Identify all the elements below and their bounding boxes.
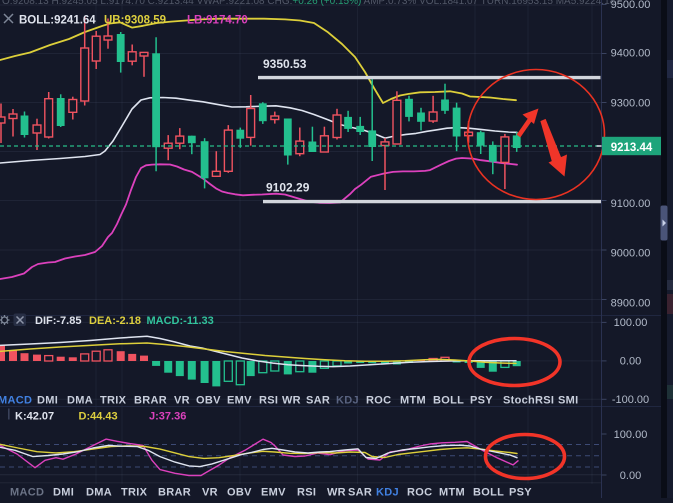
svg-text:9400.00: 9400.00 bbox=[611, 47, 651, 59]
svg-text:TRIX: TRIX bbox=[121, 487, 148, 499]
svg-text:J:37.36: J:37.36 bbox=[149, 411, 186, 423]
svg-text:100.00: 100.00 bbox=[614, 429, 648, 441]
svg-text:KDJ: KDJ bbox=[376, 487, 399, 499]
svg-text:VR: VR bbox=[174, 395, 190, 407]
svg-text:PSY: PSY bbox=[509, 487, 532, 499]
svg-text:ROC: ROC bbox=[366, 395, 391, 407]
svg-text:WR: WR bbox=[327, 487, 346, 499]
svg-text:MACD: MACD bbox=[10, 487, 44, 499]
svg-text:DMA: DMA bbox=[86, 487, 112, 499]
svg-text:9213.44: 9213.44 bbox=[611, 142, 653, 154]
svg-text:9102.29: 9102.29 bbox=[266, 181, 310, 195]
svg-text:DMI: DMI bbox=[53, 487, 74, 499]
svg-text:SAR: SAR bbox=[348, 487, 372, 499]
svg-text:OBV: OBV bbox=[227, 487, 252, 499]
svg-text:OBV: OBV bbox=[196, 395, 221, 407]
svg-text:MACD:-11.33: MACD:-11.33 bbox=[147, 315, 214, 327]
svg-text:PSY: PSY bbox=[470, 395, 493, 407]
svg-text:MACD: MACD bbox=[0, 395, 32, 407]
svg-text:0.00: 0.00 bbox=[620, 356, 641, 368]
svg-text:BRAR: BRAR bbox=[158, 487, 191, 499]
svg-text:StochRSI: StochRSI bbox=[503, 395, 554, 407]
svg-text:EMV: EMV bbox=[261, 487, 286, 499]
svg-text:MTM: MTM bbox=[439, 487, 465, 499]
svg-text:BRAR: BRAR bbox=[134, 395, 167, 407]
svg-text:D:44.43: D:44.43 bbox=[79, 411, 118, 423]
svg-text:BOLL: BOLL bbox=[473, 487, 504, 499]
svg-text:MTM: MTM bbox=[400, 395, 426, 407]
svg-text:RSI: RSI bbox=[297, 487, 316, 499]
svg-text:-100.00: -100.00 bbox=[612, 394, 649, 406]
svg-text:BOLL: BOLL bbox=[433, 395, 464, 407]
svg-text:100.00: 100.00 bbox=[614, 317, 648, 329]
svg-text:UB:9308.59: UB:9308.59 bbox=[104, 15, 166, 27]
svg-text:DEA:-2.18: DEA:-2.18 bbox=[89, 315, 141, 327]
svg-text:9500.00: 9500.00 bbox=[611, 0, 651, 11]
svg-text:K:42.07: K:42.07 bbox=[15, 411, 54, 423]
svg-text:SMI: SMI bbox=[558, 395, 578, 407]
svg-text:DMI: DMI bbox=[37, 395, 58, 407]
svg-text:BOLL:9241.64: BOLL:9241.64 bbox=[19, 15, 96, 27]
svg-text:TRIX: TRIX bbox=[100, 395, 127, 407]
svg-text:8900.00: 8900.00 bbox=[611, 298, 651, 310]
svg-text:DIF:-7.85: DIF:-7.85 bbox=[35, 315, 81, 327]
svg-text:O:9208.13 H:9245.05 L:9174.7: O:9208.13 H:9245.05 L:9174.70 C:9213.44 … bbox=[2, 0, 616, 7]
svg-text:RSI: RSI bbox=[259, 395, 278, 407]
svg-text:KDJ: KDJ bbox=[336, 395, 359, 407]
svg-text:0.00: 0.00 bbox=[620, 470, 641, 482]
svg-text:WR: WR bbox=[282, 395, 301, 407]
svg-text:DMA: DMA bbox=[67, 395, 93, 407]
svg-text:SAR: SAR bbox=[306, 395, 330, 407]
svg-text:9350.53: 9350.53 bbox=[263, 57, 307, 71]
svg-text:9000.00: 9000.00 bbox=[611, 248, 651, 260]
svg-text:9300.00: 9300.00 bbox=[611, 97, 651, 109]
svg-text:LB:9174.70: LB:9174.70 bbox=[187, 15, 248, 27]
svg-text:9100.00: 9100.00 bbox=[611, 198, 651, 210]
svg-text:VR: VR bbox=[202, 487, 218, 499]
svg-text:ROC: ROC bbox=[407, 487, 432, 499]
svg-text:EMV: EMV bbox=[227, 395, 252, 407]
